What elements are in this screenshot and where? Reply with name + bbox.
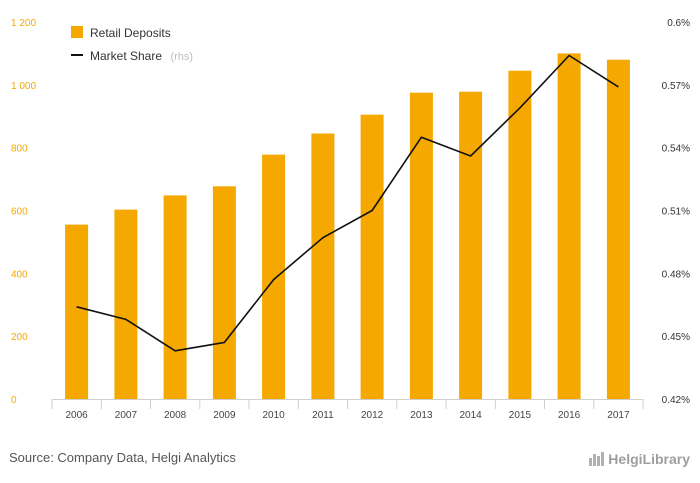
y-left-tick-label: 600 — [11, 207, 28, 218]
x-tick-label: 2016 — [558, 410, 581, 421]
x-tick-label: 2012 — [361, 410, 384, 421]
legend-label-market-share: Market Share (rhs) — [90, 47, 193, 64]
legend: Retail Deposits Market Share (rhs) — [71, 26, 193, 64]
y-right-tick-label: 0.6% — [667, 18, 690, 29]
x-tick-label: 2013 — [410, 410, 433, 421]
y-right-tick-label: 0.42% — [662, 395, 690, 406]
library-icon — [589, 452, 605, 466]
chart: 2006 2007 2008 2009 2010 2011 2012 2013 2014 2015… — [11, 18, 690, 421]
bar-2011 — [311, 133, 335, 399]
legend-label-market-share-suffix: (rhs) — [170, 51, 193, 63]
bar-2008 — [163, 195, 187, 399]
x-tick-label: 2017 — [607, 410, 630, 421]
x-tick-label: 2008 — [164, 410, 187, 421]
bar-2016 — [557, 53, 581, 400]
x-tick-label: 2014 — [459, 410, 482, 421]
legend-swatch-retail-deposits — [71, 26, 83, 38]
x-tick-label: 2010 — [262, 410, 285, 421]
bars-layer — [65, 53, 630, 400]
brand-logo[interactable]: HelgiLibrary — [589, 451, 690, 467]
y-left-tick-label: 200 — [11, 332, 28, 343]
legend-label-retail-deposits: Retail Deposits — [90, 26, 171, 40]
y-right-tick-label: 0.48% — [662, 269, 690, 280]
bar-2010 — [262, 154, 286, 399]
bar-2014 — [459, 91, 483, 399]
line-layer — [76, 54, 619, 352]
brand-name: HelgiLibrary — [608, 451, 690, 467]
bar-2013 — [409, 92, 433, 399]
legend-label-market-share-name: Market Share — [90, 49, 162, 63]
bar-2012 — [360, 114, 384, 399]
y-left-tick-label: 400 — [11, 269, 28, 280]
bar-2007 — [114, 209, 138, 399]
x-tick-label: 2006 — [65, 410, 88, 421]
x-tick-label: 2007 — [115, 410, 138, 421]
y-left-tick-label: 1 000 — [11, 81, 36, 92]
bar-2015 — [508, 70, 532, 399]
y-left-tick-label: 1 200 — [11, 18, 36, 29]
y-left-tick-label: 800 — [11, 144, 28, 155]
y-right-tick-label: 0.51% — [662, 207, 690, 218]
bar-2009 — [212, 186, 236, 399]
series-line-market-share — [76, 54, 619, 352]
x-tick-label: 2015 — [509, 410, 532, 421]
y-right-tick-label: 0.54% — [662, 144, 690, 155]
axes-layer: 2006 2007 2008 2009 2010 2011 2012 2013 2014 2015… — [11, 18, 690, 421]
source-note: Source: Company Data, Helgi Analytics — [9, 450, 236, 465]
y-right-tick-label: 0.57% — [662, 81, 690, 92]
bar-2006 — [65, 224, 89, 399]
x-tick-label: 2011 — [312, 410, 334, 421]
y-left-tick-label: 0 — [11, 395, 17, 406]
bar-2017 — [606, 59, 630, 399]
y-right-tick-label: 0.45% — [662, 332, 690, 343]
x-tick-label: 2009 — [213, 410, 236, 421]
